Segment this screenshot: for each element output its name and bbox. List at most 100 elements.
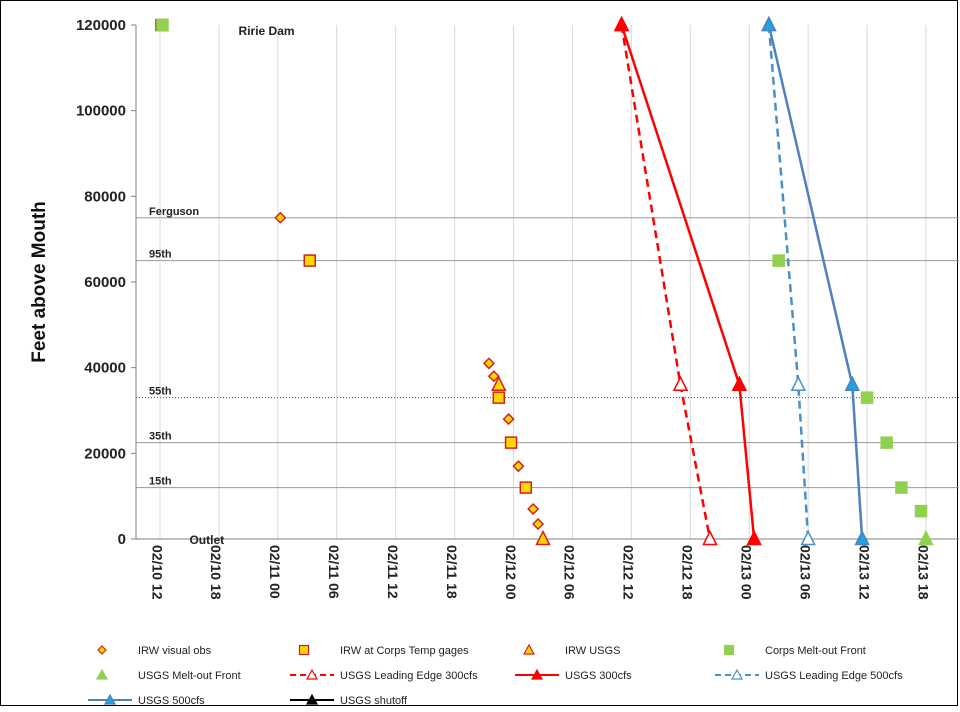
series-group — [761, 15, 816, 546]
data-point — [880, 436, 893, 449]
legend-item: Corps Melt-out Front — [723, 644, 866, 657]
reference-line-label: 95th — [149, 249, 172, 261]
data-point — [519, 481, 533, 494]
reference-line-label: 35th — [149, 431, 172, 443]
legend-item: USGS Melt-out Front — [95, 668, 241, 682]
annotation-label: Outlet — [189, 533, 224, 547]
x-tick-label: 02/13 12 — [856, 545, 872, 600]
y-tick-label: 40000 — [84, 360, 126, 377]
legend-item: IRW USGS — [522, 643, 620, 657]
x-tick-label: 02/12 00 — [503, 545, 519, 600]
data-point — [156, 18, 169, 32]
series-group — [918, 529, 934, 546]
y-tick-label: 60000 — [84, 274, 126, 291]
x-tick-label: 02/13 18 — [915, 545, 931, 600]
data-point — [772, 254, 785, 267]
data-point — [274, 211, 287, 224]
reference-line-label: Ferguson — [149, 206, 199, 218]
legend-marker — [95, 668, 109, 680]
legend-item: USGS Leading Edge 500cfs — [715, 668, 903, 682]
legend-item: IRW visual obs — [97, 645, 212, 657]
legend-label: USGS shutoff — [340, 695, 408, 707]
y-axis-title: Feet above Mouth — [29, 201, 50, 363]
series-group — [491, 375, 551, 546]
data-point — [527, 502, 540, 516]
legend-label: USGS Leading Edge 300cfs — [340, 670, 478, 682]
annotations: Ririe Dam Outlet — [189, 24, 294, 547]
data-point — [504, 436, 518, 449]
series-group — [613, 15, 762, 546]
x-tick-label: 02/10 12 — [149, 545, 165, 600]
series-group — [155, 18, 533, 494]
y-tick-label: 100000 — [76, 103, 126, 120]
data-point — [761, 15, 777, 32]
y-tick-label: 0 — [118, 531, 126, 548]
data-point — [482, 357, 496, 370]
y-tick-label: 20000 — [84, 445, 126, 462]
legend-marker — [103, 693, 117, 705]
data-point — [860, 391, 874, 404]
x-tick-label: 02/11 06 — [326, 545, 342, 599]
data-point — [746, 529, 762, 546]
data-point — [918, 529, 934, 546]
x-tick-label: 02/11 12 — [385, 545, 401, 599]
gridlines — [159, 25, 927, 539]
data-point — [502, 413, 515, 426]
y-tick-label: 80000 — [84, 188, 126, 205]
x-tick-label: 02/13 00 — [738, 545, 754, 600]
x-tick-label: 02/12 12 — [621, 545, 637, 600]
legend-item: USGS 500cfs — [88, 693, 205, 707]
data-point — [672, 375, 689, 392]
series-layer — [155, 15, 934, 546]
data-point — [492, 391, 506, 404]
legend-label: USGS Melt-out Front — [138, 670, 241, 682]
data-point — [914, 504, 928, 518]
annotation-label: Ririe Dam — [239, 24, 295, 38]
series-group — [761, 15, 870, 546]
legend-marker — [97, 645, 107, 655]
data-point — [487, 370, 500, 383]
legend-item: IRW at Corps Temp gages — [298, 644, 469, 657]
data-point — [702, 529, 718, 546]
legend-marker — [305, 693, 319, 705]
legend-label: USGS Leading Edge 500cfs — [765, 670, 903, 682]
axes: 02/10 12 02/10 18 02/11 00 02/11 06 02/11 12… — [29, 17, 959, 600]
legend-marker — [298, 644, 310, 656]
data-point — [790, 375, 807, 392]
reference-line-label: 15th — [149, 476, 172, 488]
data-point — [800, 529, 816, 546]
legend-marker — [522, 643, 536, 655]
legend-label: USGS 300cfs — [565, 670, 632, 682]
data-point — [512, 460, 525, 473]
x-tick-label: 02/11 00 — [267, 545, 283, 599]
y-tick-label: 120000 — [76, 17, 126, 34]
legend-label: Corps Melt-out Front — [765, 645, 866, 657]
legend-item: USGS shutoff — [290, 693, 408, 707]
legend-marker — [730, 668, 744, 680]
data-point — [532, 517, 545, 531]
series-group — [613, 15, 718, 546]
series-group — [156, 18, 928, 518]
legend-label: IRW at Corps Temp gages — [340, 645, 469, 657]
series-line — [620, 24, 756, 540]
legend-marker — [305, 668, 319, 680]
series-line — [767, 24, 810, 540]
data-point — [731, 375, 748, 392]
data-point — [895, 481, 908, 494]
legend-marker — [530, 668, 544, 680]
series-group — [155, 18, 545, 531]
reference-lines: Ferguson 95th 55th 35th 15th — [136, 206, 959, 489]
data-point — [491, 375, 507, 392]
series-line — [767, 24, 864, 540]
data-point — [854, 529, 870, 546]
legend-label: IRW USGS — [565, 645, 620, 657]
legend-label: IRW visual obs — [138, 645, 212, 657]
data-point — [613, 15, 630, 32]
data-point — [535, 529, 551, 546]
legend-item: USGS Leading Edge 300cfs — [290, 668, 478, 682]
legend: IRW visual obs IRW at Corps Temp gages IRW… — [88, 643, 903, 707]
x-tick-label: 02/11 18 — [444, 545, 460, 599]
x-tick-label: 02/12 18 — [680, 545, 696, 600]
x-tick-label: 02/12 06 — [562, 545, 578, 600]
